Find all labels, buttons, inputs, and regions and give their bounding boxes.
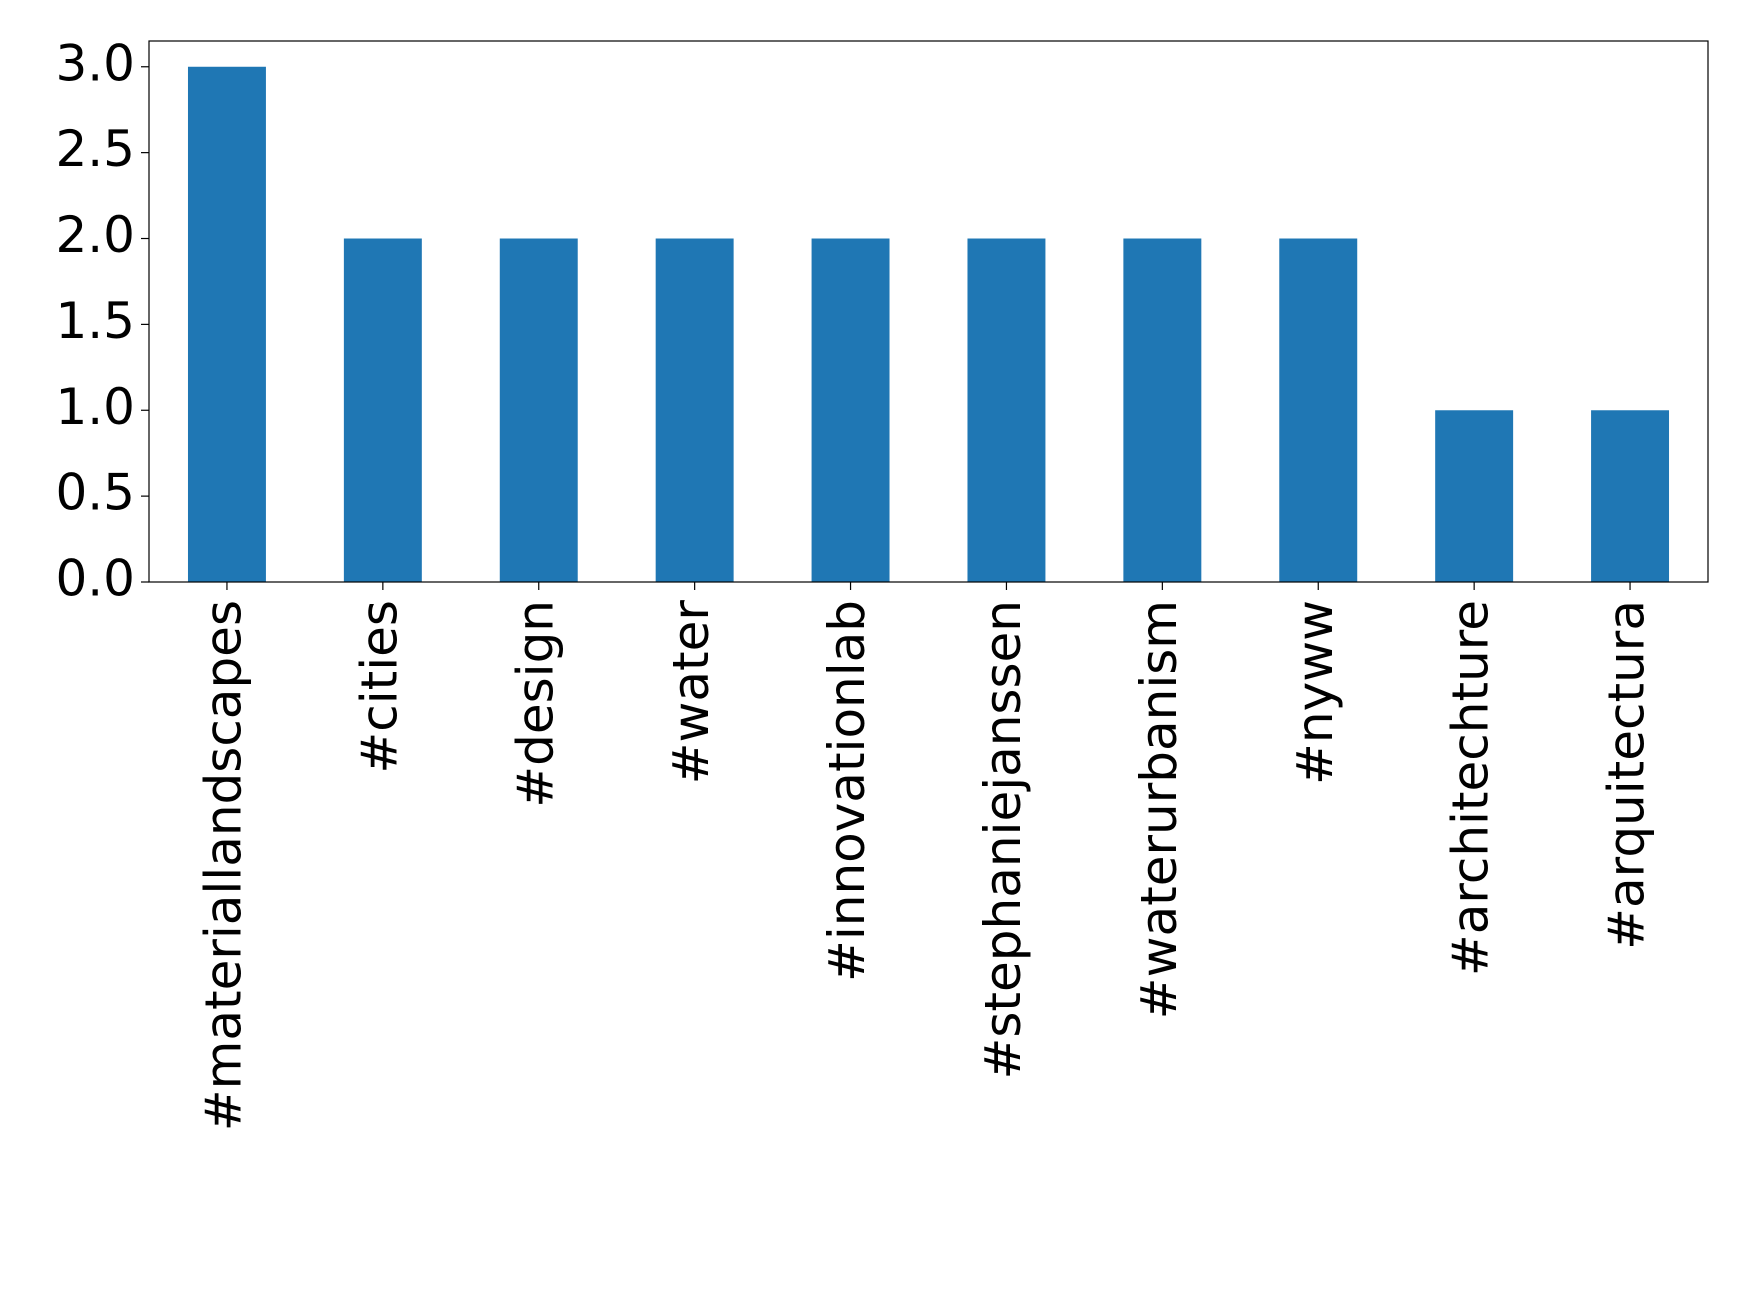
y-tick-label: 0.0 [55,550,135,608]
bar [1591,410,1670,582]
bar [187,66,266,582]
y-tick-label: 0.5 [55,464,135,522]
x-tick-label: #water [662,600,720,785]
bar [655,238,734,582]
y-tick-label: 2.5 [55,120,135,178]
bar [343,238,422,582]
x-tick-label: #materiallandscapes [194,600,252,1131]
x-tick-label: #arquitectura [1598,600,1656,950]
bar [1279,238,1358,582]
bar [1123,238,1202,582]
x-tick-label: #stephaniejanssen [974,600,1032,1080]
bar [967,238,1046,582]
bar [811,238,890,582]
y-tick-label: 1.0 [55,378,135,436]
x-tick-label: #cities [350,600,408,774]
y-tick-label: 1.5 [55,292,135,350]
bar [1435,410,1514,582]
x-tick-label: #architechture [1442,600,1500,976]
y-tick-label: 3.0 [55,34,135,92]
y-tick-label: 2.0 [55,206,135,264]
x-tick-label: #nyww [1286,600,1344,785]
x-tick-label: #design [506,600,564,808]
plot-frame [148,40,1709,583]
x-tick-label: #waterurbanism [1130,600,1188,1019]
bar [499,238,578,582]
x-tick-label: #innovationlab [818,600,876,982]
